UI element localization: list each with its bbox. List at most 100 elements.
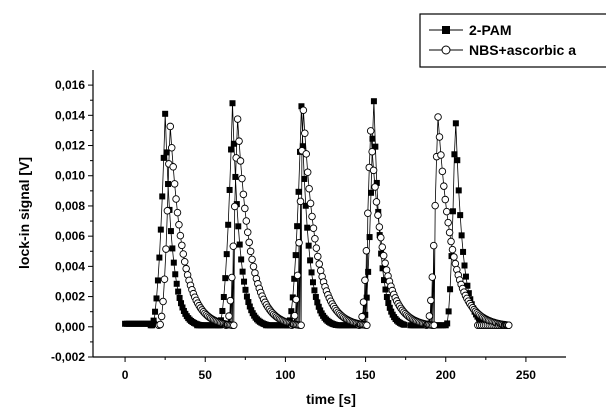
legend-label: NBS+ascorbic a xyxy=(469,42,576,58)
data-point-square xyxy=(385,300,392,307)
x-tick-label: 200 xyxy=(436,368,456,382)
data-point-circle xyxy=(309,224,318,233)
data-point-circle xyxy=(160,275,169,283)
data-point-square xyxy=(242,286,249,293)
legend-label: 2-PAM xyxy=(469,22,512,38)
data-point-circle xyxy=(359,298,368,306)
data-point-square xyxy=(223,251,230,258)
data-point-circle xyxy=(425,312,434,320)
y-tick-label: -0,002 xyxy=(51,350,85,364)
data-point-circle xyxy=(369,166,378,175)
data-point-square xyxy=(370,98,377,105)
data-point-circle xyxy=(169,163,177,171)
data-point-circle xyxy=(159,297,167,306)
axes: -0,002 0,000 0,002 0,004 0,006 0,008 0,010 0,01… xyxy=(51,70,566,382)
data-point-square xyxy=(365,268,372,275)
data-point-circle xyxy=(428,273,437,281)
data-point-circle xyxy=(230,202,239,211)
data-point-square xyxy=(372,143,379,150)
data-point-circle xyxy=(372,198,381,206)
legend-box xyxy=(419,13,606,68)
data-point-circle xyxy=(173,208,182,217)
data-point-square xyxy=(458,232,465,239)
data-point-square xyxy=(219,307,226,314)
data-point-square xyxy=(150,317,157,324)
data-point-circle xyxy=(315,260,323,268)
data-point-circle xyxy=(176,231,185,240)
data-point-circle xyxy=(242,217,251,225)
data-point-circle xyxy=(241,204,249,213)
data-point-square xyxy=(307,257,314,264)
data-point-circle xyxy=(505,321,513,329)
data-point-circle xyxy=(312,244,321,252)
data-point-square xyxy=(311,287,318,294)
data-point-circle xyxy=(293,271,302,280)
data-point-square xyxy=(172,271,179,278)
data-point-circle xyxy=(368,147,376,156)
data-point-circle xyxy=(228,273,236,282)
x-tick-label: 250 xyxy=(516,368,536,382)
plot-area xyxy=(122,98,513,330)
data-point-circle xyxy=(170,180,179,188)
data-point-square xyxy=(222,275,229,282)
data-point-circle xyxy=(239,190,248,199)
data-point-circle xyxy=(302,150,311,158)
data-point-circle xyxy=(303,168,312,177)
data-point-circle xyxy=(434,113,442,121)
data-point-circle xyxy=(381,259,389,267)
data-point-circle xyxy=(429,241,438,250)
data-point-square xyxy=(288,308,295,315)
data-point-square xyxy=(236,241,243,248)
data-point-circle xyxy=(229,242,238,250)
data-point-circle xyxy=(166,122,175,131)
data-point-circle xyxy=(445,228,454,237)
data-point-circle xyxy=(447,237,455,246)
data-point-square xyxy=(454,157,461,164)
y-tick-label: 0,002 xyxy=(55,290,85,304)
data-point-circle xyxy=(301,129,309,138)
data-point-circle xyxy=(233,115,242,123)
data-point-square xyxy=(461,262,468,269)
data-point-square xyxy=(295,188,302,195)
y-tick-label: 0,000 xyxy=(55,320,85,334)
data-point-square xyxy=(154,277,161,284)
data-point-square xyxy=(229,100,236,107)
data-point-circle xyxy=(450,253,458,261)
data-point-circle xyxy=(379,251,388,260)
data-point-square xyxy=(366,234,373,241)
legend-marker-square xyxy=(442,26,450,34)
series-1 xyxy=(154,106,513,330)
data-point-circle xyxy=(451,259,460,268)
data-point-square xyxy=(241,278,248,285)
data-point-square xyxy=(401,321,408,328)
data-point-square xyxy=(298,103,305,110)
data-point-square xyxy=(447,286,454,293)
data-point-square xyxy=(451,151,458,158)
x-axis-title: time [s] xyxy=(306,391,356,407)
data-point-circle xyxy=(226,296,235,305)
data-point-circle xyxy=(371,183,379,191)
data-point-circle xyxy=(374,211,382,219)
legend: 2-PAM NBS+ascorbic a xyxy=(419,13,606,68)
data-point-circle xyxy=(435,133,444,141)
data-point-circle xyxy=(375,223,384,231)
data-point-square xyxy=(304,224,311,231)
data-point-circle xyxy=(314,252,322,261)
data-point-circle xyxy=(290,311,299,320)
data-point-square xyxy=(246,303,253,310)
data-point-circle xyxy=(245,238,253,247)
data-point-square xyxy=(170,259,177,266)
data-point-square xyxy=(167,228,174,235)
data-point-circle xyxy=(358,312,366,321)
data-point-circle xyxy=(366,127,375,135)
data-point-circle xyxy=(299,106,308,114)
data-point-circle xyxy=(230,321,238,330)
data-point-square xyxy=(455,187,462,194)
data-point-square xyxy=(369,135,376,142)
data-point-circle xyxy=(167,143,176,152)
x-tick-label: 150 xyxy=(356,368,376,382)
data-point-circle xyxy=(361,276,369,285)
data-point-square xyxy=(305,242,312,249)
data-point-circle xyxy=(175,221,183,229)
data-point-circle xyxy=(305,184,313,193)
